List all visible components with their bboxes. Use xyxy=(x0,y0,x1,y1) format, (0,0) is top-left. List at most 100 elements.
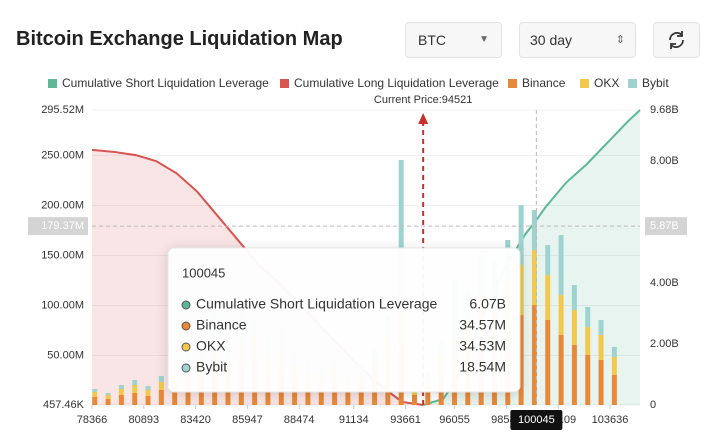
refresh-icon xyxy=(669,31,684,49)
bar xyxy=(571,285,577,311)
tooltip-value: 6.07B xyxy=(469,296,506,312)
y2-tick-label: 9.68B xyxy=(650,104,679,116)
x-tick-label: 78366 xyxy=(77,414,108,426)
crosshair-x-box xyxy=(510,410,563,430)
bar xyxy=(545,320,551,405)
bar xyxy=(358,385,364,405)
y2-tick-label: 4.00B xyxy=(650,277,679,289)
bar xyxy=(598,335,604,361)
y-tick-label: 295.52M xyxy=(41,104,84,116)
bar xyxy=(158,382,164,391)
x-tick-label: 96055 xyxy=(439,414,470,426)
legend-swatch xyxy=(508,79,517,88)
bar xyxy=(132,380,138,386)
bar xyxy=(571,345,577,405)
tooltip-title: 100045 xyxy=(182,265,225,280)
tooltip-name: OKX xyxy=(196,338,226,354)
caret: ▼ xyxy=(479,34,489,45)
bar xyxy=(545,245,551,276)
bar xyxy=(412,395,418,405)
y-tick-label: 100.00M xyxy=(41,299,84,311)
bar xyxy=(598,360,604,405)
caret: ⇕ xyxy=(615,34,625,46)
bar xyxy=(105,399,111,405)
bar xyxy=(145,386,151,391)
bar xyxy=(118,395,124,405)
y-tick-label: 200.00M xyxy=(41,199,84,211)
bar xyxy=(598,320,604,336)
legend-swatch xyxy=(48,79,57,88)
legend-label: Cumulative Long Liquidation Leverage xyxy=(294,76,499,90)
tooltip-value: 34.53M xyxy=(459,338,506,354)
tooltip-value: 18.54M xyxy=(459,359,506,375)
bar xyxy=(398,160,404,311)
tooltip-dot xyxy=(181,363,191,373)
tooltip-box xyxy=(167,247,521,393)
x-tick-label: 80893 xyxy=(129,414,160,426)
symbol: BTC xyxy=(418,32,446,48)
bar xyxy=(425,390,431,405)
bar xyxy=(585,327,591,356)
bar xyxy=(332,383,338,405)
y2-tick-label: 2.00B xyxy=(650,338,679,350)
bar xyxy=(132,393,138,405)
bar xyxy=(531,305,537,405)
x-tick-label: 93661 xyxy=(390,414,421,426)
bar xyxy=(518,205,524,266)
y-tick-label: 457.46K xyxy=(43,399,85,411)
bar xyxy=(305,385,311,405)
legend-label: Binance xyxy=(522,76,566,90)
crosshair-y-label: 179.37M xyxy=(41,220,84,232)
x-tick-label: 83420 xyxy=(180,414,211,426)
period-select[interactable]: 30 day ⇕ xyxy=(519,22,636,58)
x-tick-label: 88474 xyxy=(284,414,315,426)
tooltip-name: Cumulative Short Liquidation Leverage xyxy=(196,296,437,312)
y-tick-label: 150.00M xyxy=(41,249,84,261)
y2-tick-label: 8.00B xyxy=(650,155,679,167)
crosshair-y-box xyxy=(28,217,88,236)
bar xyxy=(585,307,591,328)
bar xyxy=(92,389,98,393)
bar xyxy=(118,389,124,396)
legend-swatch xyxy=(580,79,589,88)
x-tick-label: 91134 xyxy=(339,414,369,426)
bar xyxy=(531,250,537,306)
current-price-label: Current Price:94521 xyxy=(374,94,472,106)
bar xyxy=(118,385,124,390)
legend-label: Cumulative Short Liquidation Leverage xyxy=(62,76,269,90)
bar xyxy=(558,235,564,296)
bar xyxy=(145,390,151,397)
symbol-select[interactable]: BTC ▼ xyxy=(405,22,502,58)
bar xyxy=(105,395,111,400)
bar xyxy=(318,387,324,405)
bar xyxy=(585,355,591,405)
icon xyxy=(669,32,684,48)
tooltip-dot xyxy=(181,300,191,310)
period: 30 day xyxy=(530,32,573,48)
bar xyxy=(571,310,577,346)
x-tick-label: 85947 xyxy=(232,414,263,426)
legend-swatch xyxy=(280,79,289,88)
bar xyxy=(518,265,524,316)
current-price-arrow xyxy=(418,113,429,124)
bar xyxy=(518,315,524,405)
tooltip-dot xyxy=(181,321,191,331)
y-tick-label: 250.00M xyxy=(41,149,84,161)
bar xyxy=(158,390,164,405)
legend-label: OKX xyxy=(594,76,619,90)
crosshair-y2-label: 5.87B xyxy=(650,220,679,232)
tooltip: 100045 Cumulative Short Liquidation Lever… xyxy=(167,247,521,393)
legend-label: Bybit xyxy=(642,76,669,90)
bar xyxy=(172,385,178,405)
bar xyxy=(105,393,111,396)
bar xyxy=(92,392,98,398)
tooltip-name: Bybit xyxy=(196,359,227,375)
bar xyxy=(611,357,617,376)
x-tick-label: 103636 xyxy=(592,414,629,426)
refresh-button[interactable] xyxy=(653,22,700,58)
bar xyxy=(145,396,151,405)
crosshair-y2-box xyxy=(645,217,687,236)
bar xyxy=(558,295,564,336)
bar xyxy=(158,376,164,383)
